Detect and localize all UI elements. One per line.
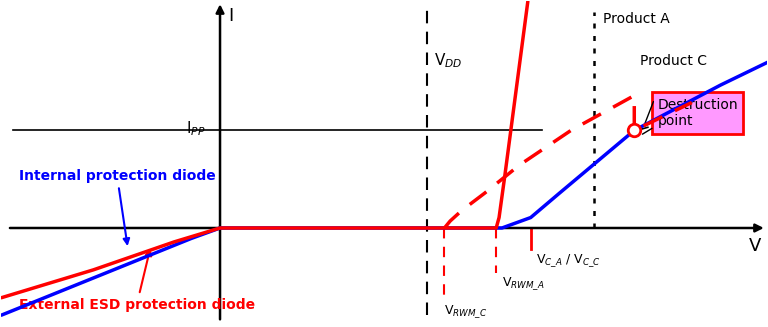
Text: Internal protection diode: Internal protection diode <box>18 169 215 244</box>
Text: External ESD protection diode: External ESD protection diode <box>18 250 255 312</box>
Text: V$_{RWM\_A}$: V$_{RWM\_A}$ <box>502 275 545 292</box>
Text: I$_{PP}$: I$_{PP}$ <box>186 119 206 138</box>
Text: V$_{C\_A}$ / V$_{C\_C}$: V$_{C\_A}$ / V$_{C\_C}$ <box>537 252 601 269</box>
Text: V$_{RWM\_C}$: V$_{RWM\_C}$ <box>445 303 488 320</box>
Text: Product A: Product A <box>603 12 670 26</box>
Text: V: V <box>749 237 761 255</box>
Text: V$_{DD}$: V$_{DD}$ <box>434 51 462 70</box>
Text: I: I <box>229 7 234 25</box>
Text: Product C: Product C <box>640 54 707 68</box>
Text: Destruction
point: Destruction point <box>640 98 738 129</box>
